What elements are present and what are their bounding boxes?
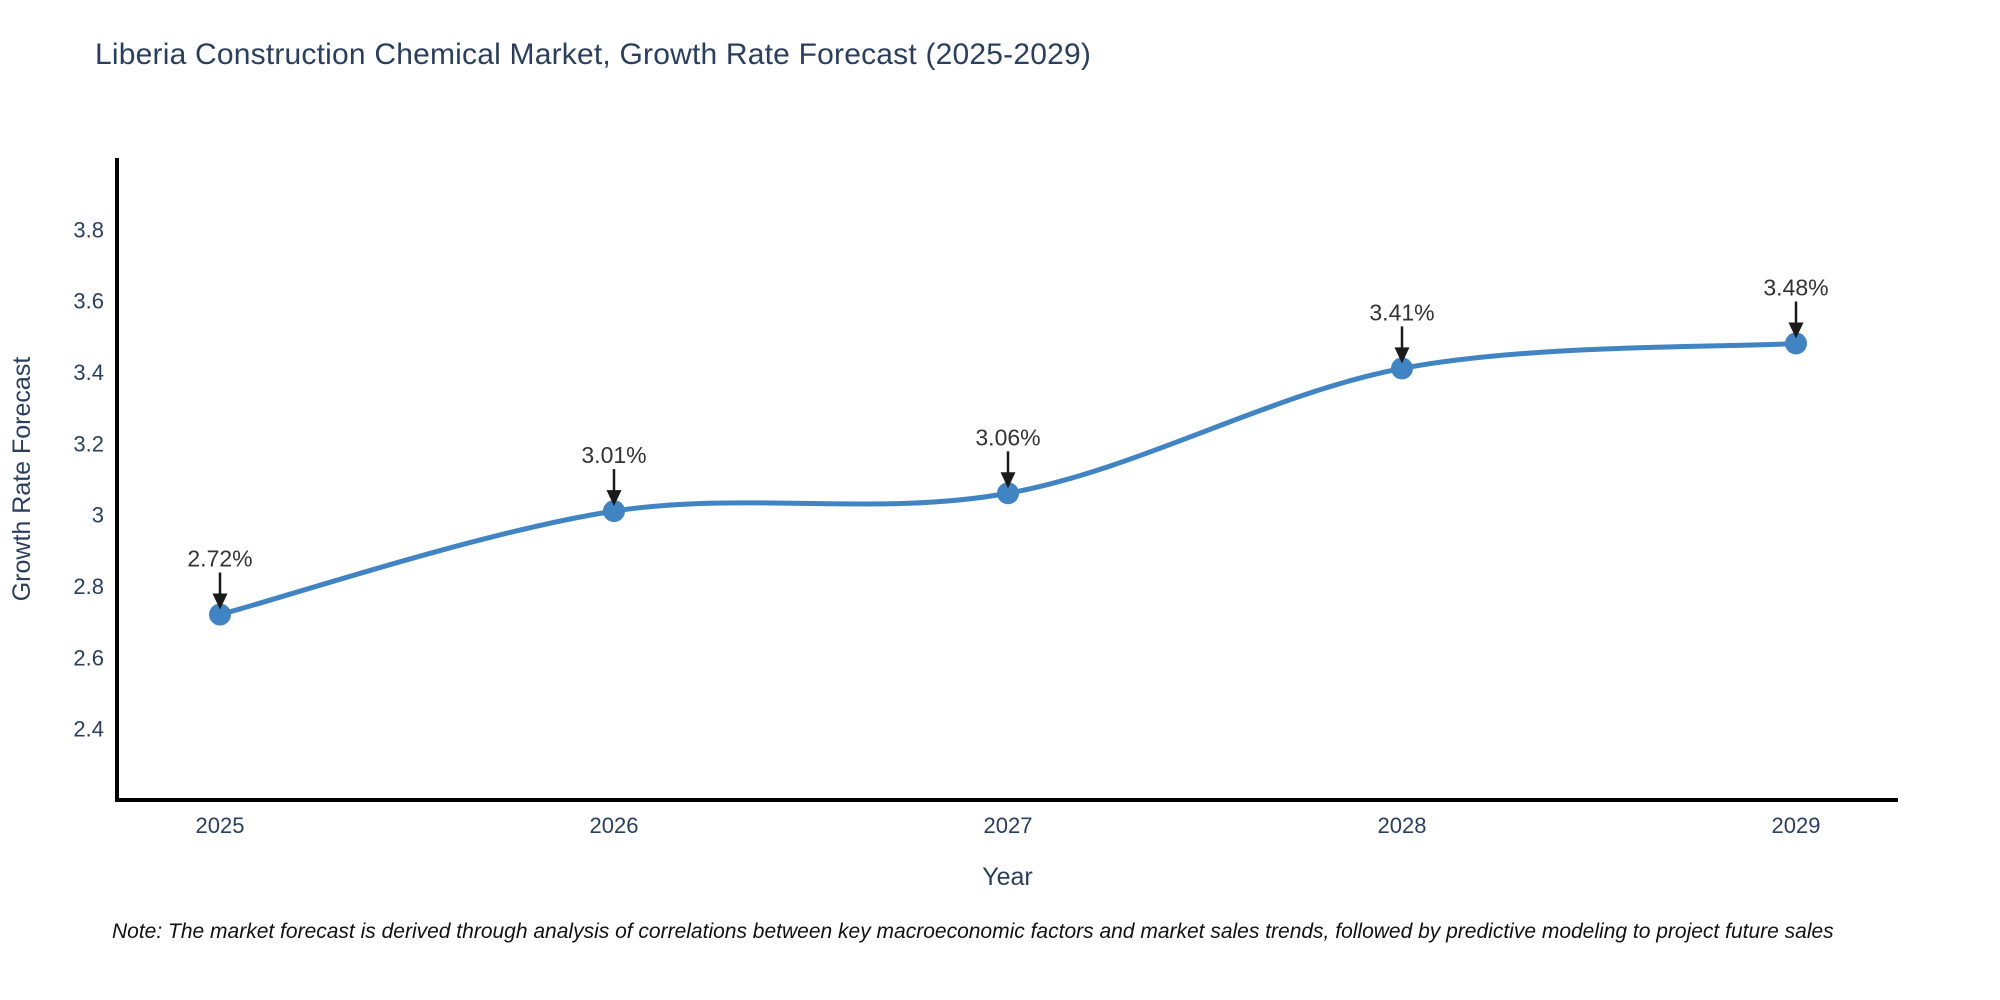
x-tick-label: 2029 <box>1772 813 1821 838</box>
annotation-label: 3.48% <box>1763 274 1828 300</box>
data-point-2027 <box>997 482 1019 505</box>
data-point-2025 <box>209 603 231 626</box>
annotation-arrowhead <box>606 490 622 507</box>
data-point-2028 <box>1391 357 1413 380</box>
annotation-label: 3.01% <box>581 442 646 468</box>
x-tick-label: 2026 <box>590 813 639 838</box>
annotation-arrowhead <box>212 593 228 610</box>
y-tick-label: 2.4 <box>73 717 104 742</box>
y-tick-label: 2.6 <box>73 645 104 670</box>
y-tick-label: 3.8 <box>73 217 104 242</box>
y-tick-label: 3.4 <box>73 360 104 385</box>
x-tick-label: 2028 <box>1378 813 1427 838</box>
y-axis-title: Growth Rate Forecast <box>8 357 36 602</box>
annotation-arrowhead <box>1394 347 1410 364</box>
annotation-label: 2.72% <box>187 546 252 572</box>
y-tick-label: 3.2 <box>73 431 104 456</box>
data-point-2029 <box>1785 332 1807 355</box>
y-tick-label: 2.8 <box>73 574 104 599</box>
annotation-label: 3.41% <box>1369 299 1434 325</box>
y-tick-label: 3.6 <box>73 289 104 314</box>
footnote: Note: The market forecast is derived thr… <box>112 920 1834 943</box>
data-point-2026 <box>603 500 625 523</box>
chart-title: Liberia Construction Chemical Market, Gr… <box>95 38 1092 71</box>
annotation-label: 3.06% <box>975 424 1040 450</box>
x-axis-title: Year <box>982 863 1033 891</box>
y-tick-label: 3 <box>92 503 104 528</box>
x-tick-label: 2027 <box>984 813 1033 838</box>
annotation-arrowhead <box>1788 322 1804 339</box>
x-tick-label: 2025 <box>196 813 245 838</box>
annotation-arrowhead <box>1000 472 1016 489</box>
